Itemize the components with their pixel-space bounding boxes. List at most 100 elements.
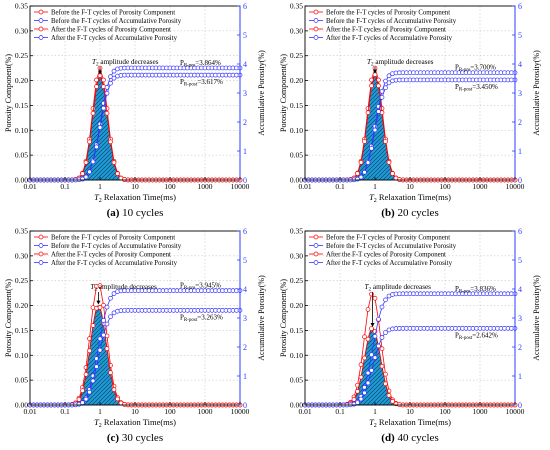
legend: Before the F-T cycles of Porosity Compon… [309,9,457,42]
legend-entry: Before the F-T cycles of Porosity Compon… [326,235,450,242]
data-point [83,372,89,377]
x-tick-label: 1000 [473,182,488,191]
data-point [97,347,103,353]
legend-entry: After the F-T cycles of Porosity Compone… [326,252,446,259]
y-right-axis-label: Accumulative Porosity(%) [257,275,266,361]
legend-swatch-marker [313,234,319,240]
y-left-axis-label: Porosity Component(%) [279,54,288,132]
chart-panel-3: 0.01 0.1 1 10 100 1000 100000.000.050.100.150.… [4,227,266,445]
data-point [83,396,89,402]
x-tick-label: 100 [439,182,451,191]
data-point [94,144,99,150]
data-point [365,160,371,165]
panel-caption: (c) 30 cycles [107,432,163,444]
y-right-tick-label: 1 [518,372,522,381]
data-point [383,85,388,91]
legend-entry: After the F-T cycles of Accumulative Por… [326,260,453,267]
data-point [97,283,103,288]
annotation-text: T2 amplitude decreases [92,58,159,68]
y-left-tick-label: 0.00 [290,176,303,185]
data-point [111,75,117,81]
legend-swatch-marker [38,243,44,248]
data-point [365,370,371,376]
x-tick-label: 1 [373,182,377,191]
legend-swatch-marker [313,243,319,248]
x-tick-label: 0.1 [335,407,345,416]
legend-entry: Before the F-T cycles of Accumulative Po… [326,18,457,25]
data-point [372,333,378,339]
data-point [362,169,367,175]
p-pre-label: PR-pre=3.700% [455,64,496,74]
data-point [362,334,367,340]
legend-swatch-marker [313,9,319,15]
data-point [362,355,367,361]
series-before-porosity-component-line [30,285,240,406]
legend: Before the F-T cycles of Porosity Compon… [309,234,457,267]
annotation-text: T2 amplitude decreases [90,283,157,293]
x-tick-label: 0.1 [60,407,70,416]
panel-caption: (b) 20 cycles [381,207,438,219]
data-point [358,374,364,380]
y-right-tick-label: 5 [518,256,522,265]
p-pre-label: PR-pre=3.945% [180,282,221,292]
legend-entry: After the F-T cycles of Accumulative Por… [51,35,178,42]
x-tick-label: 10000 [231,407,250,416]
p-pre-label: PR-pre=3.864% [180,59,221,69]
y-left-tick-label: 0.10 [290,351,303,360]
data-point [90,159,96,165]
legend: Before the F-T cycles of Porosity Compon… [34,235,182,267]
data-point [376,109,381,114]
series-before-accumulative-porosity-line [305,293,515,406]
data-point [101,105,106,111]
y-left-tick-label: 0.10 [15,351,28,360]
y-left-tick-label: 0.25 [15,276,28,285]
chart-panel-4: 0.01 0.1 1 10 100 1000 100000.000.050.100.150.… [279,227,541,445]
y-left-tick-label: 0.25 [290,276,303,285]
data-point [101,302,106,308]
y-left-tick-label: 0.35 [290,227,303,236]
y-right-tick-label: 5 [518,31,522,40]
data-point [376,343,381,349]
chart-panel-2: 0.01 0.1 1 10 100 1000 100000.000.050.100.150.… [279,2,541,220]
data-point [355,171,360,176]
y-left-tick-label: 0.20 [15,301,28,310]
y-right-tick-label: 1 [243,147,247,156]
y-right-tick-label: 6 [518,227,522,236]
legend-entry: After the F-T cycles of Accumulative Por… [326,35,453,42]
data-point [379,335,385,340]
data-point [383,139,388,144]
panel-caption: (d) 40 cycles [381,432,438,444]
data-point [372,127,378,133]
x-tick-label: 0.01 [298,407,311,416]
data-point [87,139,92,145]
x-tick-label: 0.1 [335,182,345,191]
data-point [111,68,117,74]
data-point [115,396,120,402]
data-point [104,90,110,96]
legend-swatch-marker [313,35,319,40]
data-point [101,332,106,338]
x-axis-label: T2 Relaxation Time(ms) [94,417,176,429]
x-tick-label: 100 [164,407,176,416]
data-point [115,171,120,176]
data-point [386,393,392,398]
data-point [383,381,388,387]
y-left-tick-label: 0.05 [15,151,28,160]
data-point [104,346,110,351]
x-axis-label: T2 Relaxation Time(ms) [369,417,451,429]
y-left-axis-label: Porosity Component(%) [4,279,13,357]
y-right-tick-label: 5 [243,31,247,40]
y-right-tick-label: 0 [243,401,247,410]
y-right-tick-label: 4 [518,285,522,294]
y-right-tick-label: 2 [518,118,522,127]
data-point [376,316,381,322]
data-point [104,304,110,310]
y-right-tick-label: 0 [243,176,247,185]
series-before-porosity-component-line [305,293,515,406]
y-left-tick-label: 0.35 [15,227,28,236]
x-tick-label: 1 [373,407,377,416]
data-point [379,346,385,352]
y-left-tick-label: 0.15 [290,326,303,335]
data-point [362,139,367,144]
